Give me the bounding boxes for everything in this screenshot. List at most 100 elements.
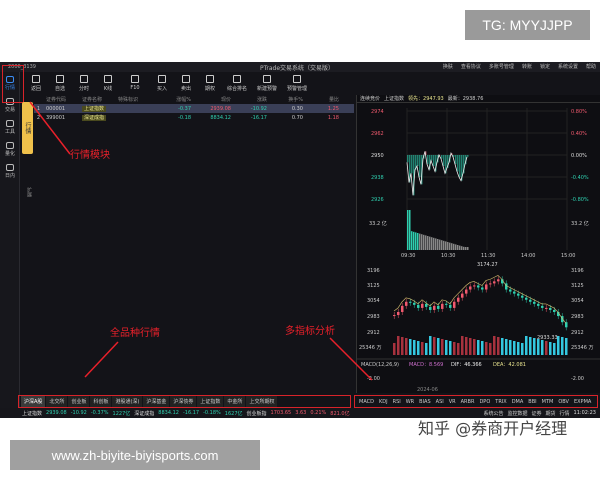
indicator-tab[interactable]: VR bbox=[448, 398, 456, 405]
toolbar-button[interactable]: 期权 bbox=[198, 74, 222, 92]
sidebar-label: 工具 bbox=[4, 128, 15, 135]
market-tab[interactable]: 科创板 bbox=[90, 396, 112, 407]
table-row[interactable]: 1 000001 上证指数 -0.37 2939.08 -10.92 0.30 1.25 bbox=[34, 104, 354, 113]
indicator-tab[interactable]: MACD bbox=[359, 398, 374, 405]
menu-item[interactable]: 换肤 bbox=[442, 64, 453, 70]
status-value: 1703.65 bbox=[270, 410, 292, 416]
column-header[interactable]: 换手% bbox=[288, 97, 303, 103]
quote-vertical-tab[interactable]: 行情 bbox=[22, 102, 33, 154]
market-tab[interactable]: 创业板 bbox=[68, 396, 90, 407]
macd-tick: -2.00 bbox=[367, 376, 380, 382]
candle bbox=[401, 305, 404, 312]
column-header[interactable]: 现价 bbox=[220, 97, 231, 103]
status-right-item[interactable]: 系统公告 bbox=[483, 410, 504, 417]
indicator-tab[interactable]: BBI bbox=[528, 398, 537, 405]
volume-bar bbox=[409, 210, 411, 250]
annotation-module: 行情模块 bbox=[70, 150, 110, 161]
column-header[interactable]: 证券代码 bbox=[46, 97, 67, 103]
status-right-item[interactable]: 监控数据 bbox=[507, 410, 528, 417]
candle bbox=[489, 283, 492, 285]
table-cell: 8834.12 bbox=[210, 114, 231, 121]
toolbar-label: 期权 bbox=[204, 85, 215, 92]
status-right-item[interactable]: 期货 bbox=[545, 410, 556, 417]
market-tab[interactable]: 上交所期权 bbox=[246, 396, 278, 407]
pct-tick: -0.40% bbox=[571, 175, 589, 181]
kline-volume-bar bbox=[541, 340, 544, 355]
column-header[interactable]: 证券名称 bbox=[82, 97, 103, 103]
sidebar-icon bbox=[6, 119, 14, 127]
extend-tab[interactable]: 扩展 bbox=[26, 187, 32, 197]
volume-bar bbox=[437, 239, 439, 250]
table-row[interactable]: 2 399001 深证成指 -0.18 8834.12 -16.17 0.70 1.18 bbox=[34, 113, 354, 122]
market-tab[interactable]: 沪深债券 bbox=[170, 396, 197, 407]
candle bbox=[549, 307, 552, 310]
indicator-tab[interactable]: KDJ bbox=[379, 398, 388, 405]
column-header[interactable]: 涨跌 bbox=[256, 97, 267, 103]
indicator-tab[interactable]: DPO bbox=[479, 398, 491, 405]
sidebar-item[interactable]: 行情 bbox=[0, 72, 20, 94]
candle bbox=[421, 303, 424, 308]
indicator-tab[interactable]: RSI bbox=[392, 398, 401, 405]
market-tab[interactable]: 港股通(深) bbox=[112, 396, 143, 407]
column-header[interactable]: 量比 bbox=[328, 97, 339, 103]
toolbar-button[interactable]: 买入 bbox=[150, 74, 174, 92]
toolbar-button[interactable]: 返回 bbox=[24, 74, 48, 92]
toolbar-button[interactable]: 分时 bbox=[72, 74, 96, 92]
table-header: 证券代码 证券名称 特殊标识 涨幅% 现价 涨跌 换手% 量比 bbox=[34, 95, 354, 104]
toolbar-button[interactable]: 综合排名 bbox=[222, 74, 252, 92]
market-tab[interactable]: 北交所 bbox=[46, 396, 68, 407]
sidebar-item[interactable]: 日内 bbox=[0, 160, 20, 182]
candle bbox=[457, 297, 460, 302]
toolbar-button[interactable]: F10 bbox=[120, 75, 150, 91]
market-tab[interactable]: 沪深A股 bbox=[21, 396, 46, 407]
sidebar-item[interactable]: 量化 bbox=[0, 138, 20, 160]
status-right-item[interactable]: 证券 bbox=[531, 410, 542, 417]
indicator-tab[interactable]: WR bbox=[405, 398, 415, 405]
menu-item[interactable]: 系统设置 bbox=[557, 64, 578, 70]
indicator-tab[interactable]: EXPMA bbox=[573, 398, 592, 405]
candle bbox=[529, 299, 532, 302]
toolbar-button[interactable]: 自选 bbox=[48, 74, 72, 92]
menu-item[interactable]: 锁定 bbox=[539, 64, 550, 70]
price-bar bbox=[467, 155, 469, 157]
indicator-tab[interactable]: ASI bbox=[435, 398, 444, 405]
price-bar bbox=[413, 155, 415, 196]
status-right-item[interactable]: 行情 bbox=[559, 410, 570, 417]
market-tab[interactable]: 中金所 bbox=[224, 396, 246, 407]
column-header[interactable]: 涨幅% bbox=[176, 97, 191, 103]
menu-item[interactable]: 多账号管理 bbox=[488, 64, 514, 70]
sidebar-item[interactable]: 工具 bbox=[0, 116, 20, 138]
price-bar bbox=[427, 155, 429, 165]
dif-value: DIF：46.366 bbox=[451, 362, 482, 368]
indicator-tab[interactable]: MTM bbox=[541, 398, 554, 405]
toolbar-label: K线 bbox=[103, 85, 113, 92]
kline-price-tick: 2983 bbox=[571, 314, 584, 320]
toolbar-button[interactable]: 新建预警 bbox=[252, 74, 282, 92]
toolbar-button[interactable]: K线 bbox=[96, 74, 120, 92]
sidebar-label: 日内 bbox=[4, 172, 15, 179]
kline-volume-bar bbox=[461, 336, 464, 355]
market-tab[interactable]: 上证指数 bbox=[197, 396, 224, 407]
indicator-tab[interactable]: TRIX bbox=[495, 398, 507, 405]
volume-bar bbox=[427, 236, 429, 250]
column-header[interactable]: 特殊标识 bbox=[118, 97, 139, 103]
price-bar bbox=[429, 155, 431, 170]
toolbar-button[interactable]: 卖出 bbox=[174, 74, 198, 92]
toolbar-button[interactable]: 预警管理 bbox=[282, 74, 312, 92]
indicator-tab[interactable]: BIAS bbox=[419, 398, 431, 405]
kline-volume-bar bbox=[561, 337, 564, 355]
indicator-tab[interactable]: ARBR bbox=[460, 398, 475, 405]
menu-item[interactable]: 转账 bbox=[521, 64, 532, 70]
market-tab[interactable]: 沪深基金 bbox=[143, 396, 170, 407]
price-bar bbox=[453, 155, 455, 157]
charts[interactable]: 2974 0.80% 2962 0.40% 2950 0.00% 2938 -0.40% 292… bbox=[357, 103, 600, 393]
menu-item[interactable]: 查看协议 bbox=[460, 64, 481, 70]
sidebar-icon bbox=[6, 75, 14, 83]
candle bbox=[497, 279, 500, 282]
table-cell: 上证指数 bbox=[82, 105, 118, 112]
indicator-tab[interactable]: OBV bbox=[558, 398, 569, 405]
menu-item[interactable]: 帮助 bbox=[585, 64, 596, 70]
sidebar-item[interactable]: 交易 bbox=[0, 94, 20, 116]
indicator-tab[interactable]: DMA bbox=[511, 398, 524, 405]
account-label: 2006_3139 bbox=[8, 64, 36, 70]
